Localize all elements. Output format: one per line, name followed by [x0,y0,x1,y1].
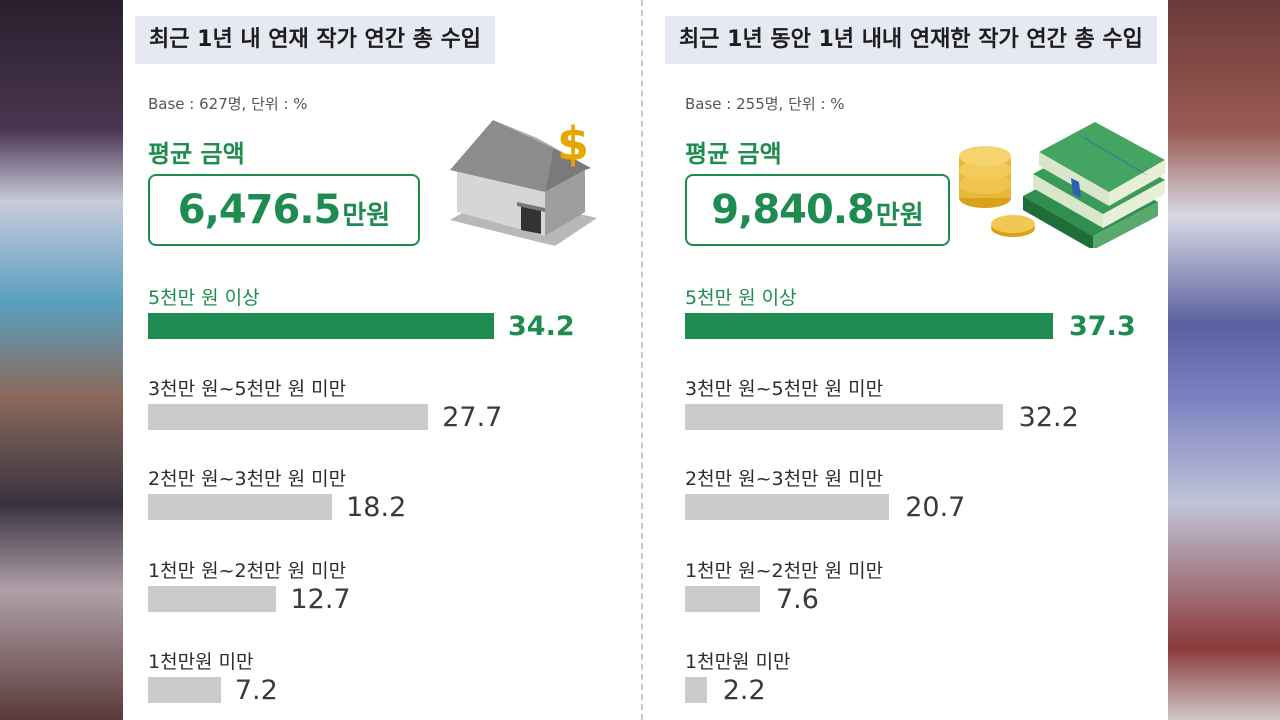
infographic-panel: 최근 1년 내 연재 작가 연간 총 수입 Base : 627명, 단위 : … [123,0,1168,720]
bar-value-label: 12.7 [290,584,351,615]
money-stack-coins-icon [959,122,1165,248]
category-label: 3천만 원~5천만 원 미만 [685,378,884,400]
chart-title: 최근 1년 동안 1년 내내 연재한 작가 연간 총 수입 [665,16,1157,64]
base-note: Base : 627명, 단위 : % [148,95,308,113]
average-box: 9,840.8 만원 [685,174,950,246]
base-note: Base : 255명, 단위 : % [685,95,845,113]
bar [148,404,429,430]
bar [148,677,221,703]
category-label: 3천만 원~5천만 원 미만 [148,378,347,400]
bar [148,586,277,612]
bar [685,677,707,703]
bar [685,404,1003,430]
average-box: 6,476.5 만원 [148,174,420,246]
average-unit: 만원 [875,200,924,231]
average-unit: 만원 [342,200,391,231]
background-blur-right [1168,0,1280,720]
bar [685,313,1053,339]
category-label: 5천만 원 이상 [685,287,797,309]
bar [685,586,760,612]
average-value: 6,476.5 [177,187,342,233]
category-label: 1천만 원~2천만 원 미만 [685,560,884,582]
category-label: 2천만 원~3천만 원 미만 [148,468,347,490]
bar-value-label: 34.2 [508,311,575,342]
bar-value-label: 18.2 [346,492,407,523]
average-label: 평균 금액 [148,140,245,168]
panel-divider [641,0,643,720]
category-label: 5천만 원 이상 [148,287,260,309]
bar-value-label: 27.7 [442,402,503,433]
bank-dollar-icon: $ [450,117,597,246]
bar-value-label: 7.2 [234,675,278,706]
bar [148,494,333,520]
category-label: 1천만 원~2천만 원 미만 [148,560,347,582]
category-label: 2천만 원~3천만 원 미만 [685,468,884,490]
svg-text:$: $ [557,117,589,171]
bar-value-label: 2.2 [722,675,766,706]
category-label: 1천만원 미만 [148,651,254,673]
bar-value-label: 37.3 [1069,311,1136,342]
category-label: 1천만원 미만 [685,651,791,673]
bar-value-label: 20.7 [905,492,966,523]
bar [148,313,494,339]
background-blur-left [0,0,123,720]
average-label: 평균 금액 [685,140,782,168]
average-value: 9,840.8 [711,187,875,233]
chart-title: 최근 1년 내 연재 작가 연간 총 수입 [135,16,496,64]
bar-value-label: 32.2 [1018,402,1079,433]
chart-yearlong-serial-authors: 최근 1년 동안 1년 내내 연재한 작가 연간 총 수입 Base : 255… [663,0,1183,720]
chart-all-serial-authors: 최근 1년 내 연재 작가 연간 총 수입 Base : 627명, 단위 : … [123,0,643,720]
bar-value-label: 7.6 [775,584,819,615]
bar [685,494,890,520]
